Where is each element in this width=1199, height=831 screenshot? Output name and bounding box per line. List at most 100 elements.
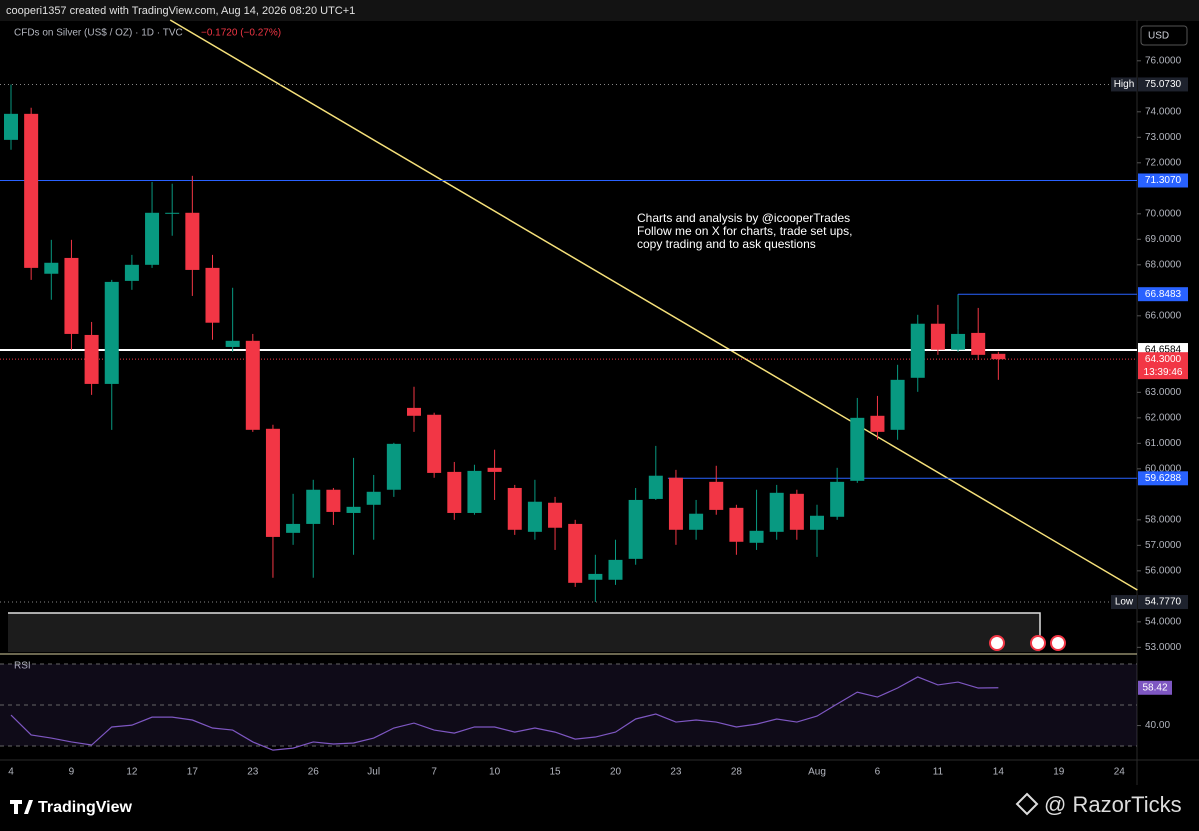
- x-tick-label: 9: [69, 767, 75, 778]
- x-tick-label: Aug: [808, 767, 826, 778]
- x-tick-label: 24: [1114, 767, 1126, 778]
- x-tick-label: 15: [549, 767, 561, 778]
- level-label-box: [1138, 77, 1188, 92]
- events-border: [8, 612, 1041, 640]
- footer: [0, 785, 1199, 831]
- level-label: 59.6288: [1145, 473, 1182, 484]
- candle-body: [507, 487, 522, 530]
- candle-body: [145, 212, 160, 265]
- candle-body: [24, 113, 39, 268]
- level-name-box: [1111, 595, 1137, 610]
- y-tick-label: 60.0000: [1145, 463, 1182, 474]
- candle-body: [648, 475, 663, 499]
- y-tick-label: 56.0000: [1145, 565, 1182, 576]
- candle-body: [951, 333, 966, 350]
- level-label-box: [1138, 471, 1188, 486]
- level-name-box: [1111, 77, 1137, 92]
- candle-body: [4, 113, 18, 140]
- rsi-title: RSI: [14, 661, 31, 672]
- y-tick-label: 73.0000: [1145, 132, 1182, 143]
- brand-logo: [10, 800, 33, 814]
- brand: TradingView: [38, 799, 133, 816]
- candle-body: [286, 523, 301, 533]
- candle-body: [930, 323, 945, 350]
- x-tick-label: 6: [875, 767, 881, 778]
- x-tick-label: 19: [1053, 767, 1065, 778]
- y-tick-label: 76.0000: [1145, 55, 1182, 66]
- candle-body: [729, 507, 744, 542]
- level-label: 75.0730: [1145, 79, 1182, 90]
- level-label: 54.7770: [1145, 597, 1182, 608]
- y-tick-label: 69.0000: [1145, 234, 1182, 245]
- candle-body: [205, 267, 220, 323]
- watermark-logo: [1015, 792, 1039, 816]
- candle-body: [407, 407, 421, 416]
- candle-body: [366, 491, 381, 505]
- currency: USD: [1148, 31, 1169, 42]
- candle-body: [427, 414, 442, 473]
- candles: [4, 84, 1006, 602]
- x-tick-label: 7: [431, 767, 437, 778]
- candle-body: [346, 506, 361, 513]
- candle-body: [487, 467, 502, 472]
- change: −0.1720 (−0.27%): [201, 28, 281, 39]
- header: cooperi1357 created with TradingView.com…: [6, 5, 355, 17]
- x-tick-label: 11: [933, 767, 944, 778]
- y-tick-label: 74.0000: [1145, 106, 1182, 117]
- rsi-label: 58.42: [1142, 682, 1167, 693]
- candle-body: [910, 323, 925, 378]
- candle-body: [709, 481, 724, 510]
- x-tick-label: 23: [247, 767, 259, 778]
- candle-body: [689, 513, 704, 530]
- chart-title: CFDs on Silver (US$ / OZ) · 1D · TVC: [14, 28, 183, 39]
- level-label-box: [1138, 595, 1188, 610]
- rsi-line: [10, 676, 999, 751]
- event-icon: [1030, 635, 1046, 651]
- watermark: @ RazorTicks: [1044, 792, 1182, 817]
- x-tick-label: 4: [8, 767, 14, 778]
- candle-body: [810, 515, 824, 530]
- x-tick-label: 20: [610, 767, 622, 778]
- y-tick-label: 72.0000: [1145, 157, 1182, 168]
- candle-body: [447, 471, 462, 513]
- candle-body: [326, 489, 341, 512]
- y-tick-label: 57.0000: [1145, 540, 1182, 551]
- annotation-line: Charts and analysis by @icooperTrades: [637, 211, 850, 225]
- candle-body: [245, 340, 260, 430]
- candle-body: [467, 470, 482, 513]
- x-tick-label: 12: [126, 767, 138, 778]
- candle-body: [44, 262, 59, 274]
- level-label: 66.8483: [1145, 289, 1182, 300]
- y-tick-label: 62.0000: [1145, 412, 1182, 423]
- candle-body: [769, 492, 784, 532]
- event-icon: [1050, 635, 1066, 651]
- level-name: Low: [1115, 597, 1134, 608]
- annotation-line: Follow me on X for charts, trade set ups…: [637, 224, 852, 238]
- candle-body: [668, 477, 683, 530]
- candle-body: [165, 212, 180, 214]
- candle-body: [749, 530, 764, 543]
- level-name: High: [1114, 79, 1135, 90]
- last-price-label: 64.3000: [1145, 354, 1182, 365]
- candle-body: [789, 493, 804, 530]
- candle-body: [971, 332, 986, 355]
- candle-body: [870, 415, 885, 432]
- level-label: 71.3070: [1145, 175, 1182, 186]
- y-tick-label: 61.0000: [1145, 438, 1182, 449]
- event-icons: [989, 635, 1066, 651]
- events-strip: [8, 613, 1040, 652]
- x-tick-label: 28: [731, 767, 743, 778]
- x-tick-label: Jul: [367, 767, 380, 778]
- candle-body: [568, 523, 583, 583]
- rsi-label-box: [1138, 680, 1172, 695]
- level-label-box: [1138, 287, 1188, 302]
- candle-body: [527, 501, 542, 532]
- candle-body: [386, 443, 401, 490]
- annotation-line: copy trading and to ask questions: [637, 237, 816, 251]
- level-label: 64.6584: [1145, 345, 1182, 356]
- last-price-box: [1138, 352, 1188, 380]
- candle-body: [225, 340, 240, 347]
- x-tick-label: 14: [993, 767, 1005, 778]
